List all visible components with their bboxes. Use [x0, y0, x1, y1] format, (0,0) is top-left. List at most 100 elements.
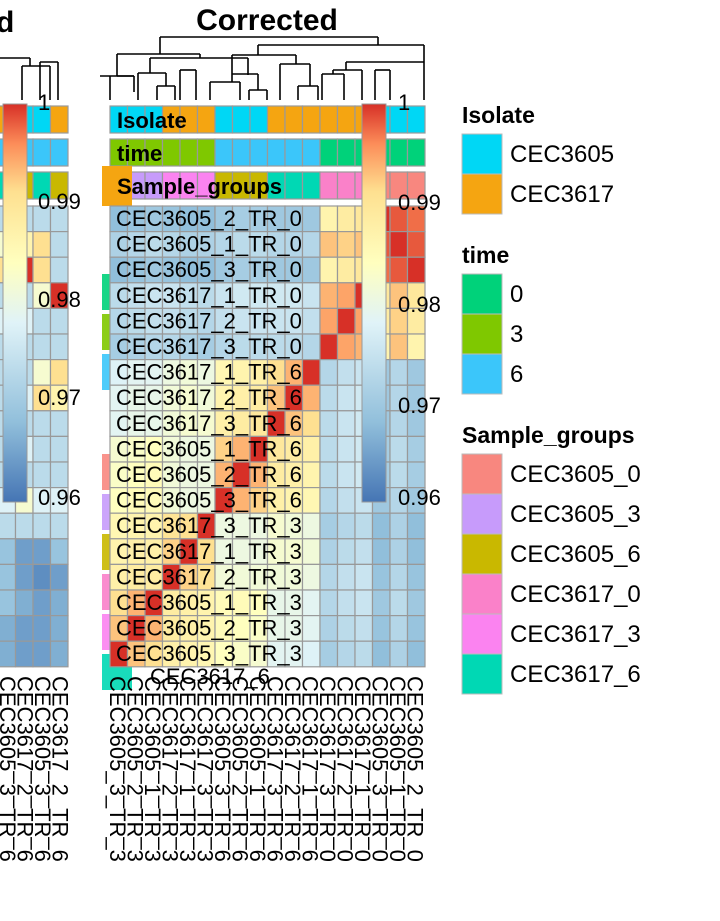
heatmap-cell [319, 589, 339, 617]
heatmap-cell [406, 512, 426, 540]
legend-label: CEC3605_3 [510, 501, 641, 528]
legend-label: CEC3617_3 [510, 621, 641, 648]
row-label: CEC3605_3_TR_6 [116, 488, 302, 513]
colorbar-tick-label: 0.97 [398, 393, 441, 418]
left-heatmap-cell [0, 614, 17, 642]
legend-label: CEC3617_6 [510, 661, 641, 688]
left-heatmap-cell [32, 333, 52, 361]
left-heatmap-cell [49, 333, 69, 361]
column-label: CEC3605_2_TR_3 [122, 676, 147, 862]
legend-label: CEC3617_0 [510, 581, 641, 608]
annotation-cell [266, 105, 286, 134]
heatmap-cell [319, 461, 339, 489]
left-heatmap-cell [0, 512, 17, 540]
row-label-ghost: CEC3617_6 [150, 664, 270, 689]
left-heatmap-cell [49, 640, 69, 668]
annotation-cell [301, 171, 321, 200]
row-label: CEC3617_1_TR_0 [116, 283, 302, 308]
heatmap-cell [319, 614, 339, 642]
heatmap-cell [406, 256, 426, 284]
heatmap-cell [371, 614, 391, 642]
column-label: CEC3617_3_TR_6 [262, 676, 287, 862]
left-heatmap-cell [14, 538, 34, 565]
heatmap-cell [319, 359, 339, 386]
heatmap-cell [319, 282, 339, 309]
annotation-cell [406, 138, 426, 167]
heatmap-cell [371, 640, 391, 668]
heatmap-cell [406, 640, 426, 668]
legend-title: Sample_groups [462, 422, 635, 448]
row-label: CEC3605_1_TR_6 [116, 436, 302, 461]
annotation-cell [406, 105, 426, 134]
legend-swatch [461, 533, 503, 575]
heatmap-cell [336, 231, 356, 258]
colorbar-tick-label: 0.99 [398, 190, 441, 215]
left-heatmap-cell [49, 512, 69, 540]
left-heatmap-cell [14, 640, 34, 668]
legend-label: CEC3605_6 [510, 541, 641, 568]
left-heatmap-cell [49, 435, 69, 463]
heatmap-cell [336, 359, 356, 386]
column-label: CEC3605_1_TR_3 [140, 676, 165, 862]
left-annotation-cell [49, 171, 69, 200]
annotation-cell [231, 105, 251, 134]
heatmap-cell [389, 538, 409, 565]
colorbar-tick-label: 0.97 [38, 385, 81, 410]
row-label: CEC3617_3_TR_6 [116, 411, 302, 436]
legend-swatch [461, 613, 503, 655]
column-label: CEC3605_1_TR_6 [245, 676, 270, 862]
heatmap-cell [371, 589, 391, 617]
left-heatmap-cell [14, 563, 34, 591]
legend-label: 0 [510, 281, 523, 308]
left-annotation-cell [49, 105, 69, 134]
heatmap-cell [336, 384, 356, 412]
heatmap-cell [301, 410, 321, 437]
left-heatmap-cell [0, 563, 17, 591]
column-dendrogram [100, 36, 425, 100]
annotation-cell [161, 138, 181, 167]
left-heatmap-cell [49, 410, 69, 437]
annotation-cell [301, 138, 321, 167]
annotation-cell [179, 138, 199, 167]
row-label: CEC3605_3_TR_0 [116, 257, 302, 282]
annotation-bar-label: Isolate [117, 108, 187, 133]
left-heatmap-cell [14, 614, 34, 642]
heatmap-cell [301, 205, 321, 233]
left-heatmap-cell [49, 589, 69, 617]
left-heatmap-cell [0, 589, 17, 617]
legend-swatch [461, 313, 503, 355]
legend-title: time [462, 242, 509, 268]
heatmap-cell [336, 589, 356, 617]
row-label: CEC3605_2_TR_6 [116, 462, 302, 487]
column-label: CEC3617_2_TR_6 [280, 676, 305, 862]
heatmap-cell [319, 487, 339, 514]
row-label: CEC3605_1_TR_3 [116, 590, 302, 615]
row-label: CEC3617_1_TR_6 [116, 360, 302, 385]
legend-swatch [461, 133, 503, 175]
column-labels: CEC3605_3_TR_3CEC3605_2_TR_3CEC3605_1_TR… [105, 676, 428, 862]
legend-label: 6 [510, 361, 523, 388]
annotation-bar-label: time [117, 141, 162, 166]
heatmap-cell [319, 384, 339, 412]
row-label: CEC3605_2_TR_0 [116, 206, 302, 231]
colorbar-tick-label: 0.98 [38, 287, 81, 312]
heatmap-cell [389, 231, 409, 258]
heatmap-cell [301, 384, 321, 412]
left-heatmap-cell [49, 307, 69, 335]
row-label: CEC3617_2_TR_6 [116, 385, 302, 410]
annotation-cell [336, 138, 356, 167]
left-column-label: CEC3617_2_TR_6 [48, 676, 73, 862]
colorbar-tick-label: 0.96 [38, 485, 81, 510]
heatmap-cell [354, 640, 374, 668]
heatmap-cell [389, 256, 409, 284]
left-heatmap-cell [49, 231, 69, 258]
left-heatmap-cell [49, 614, 69, 642]
row-label: CEC3617_2_TR_3 [116, 564, 302, 589]
annotation-cell [266, 138, 286, 167]
left-heatmap-cell [32, 640, 52, 668]
heatmap-cell [354, 614, 374, 642]
left-heatmap-cell [49, 359, 69, 386]
heatmap-cell [336, 205, 356, 233]
legend-swatch [461, 173, 503, 215]
